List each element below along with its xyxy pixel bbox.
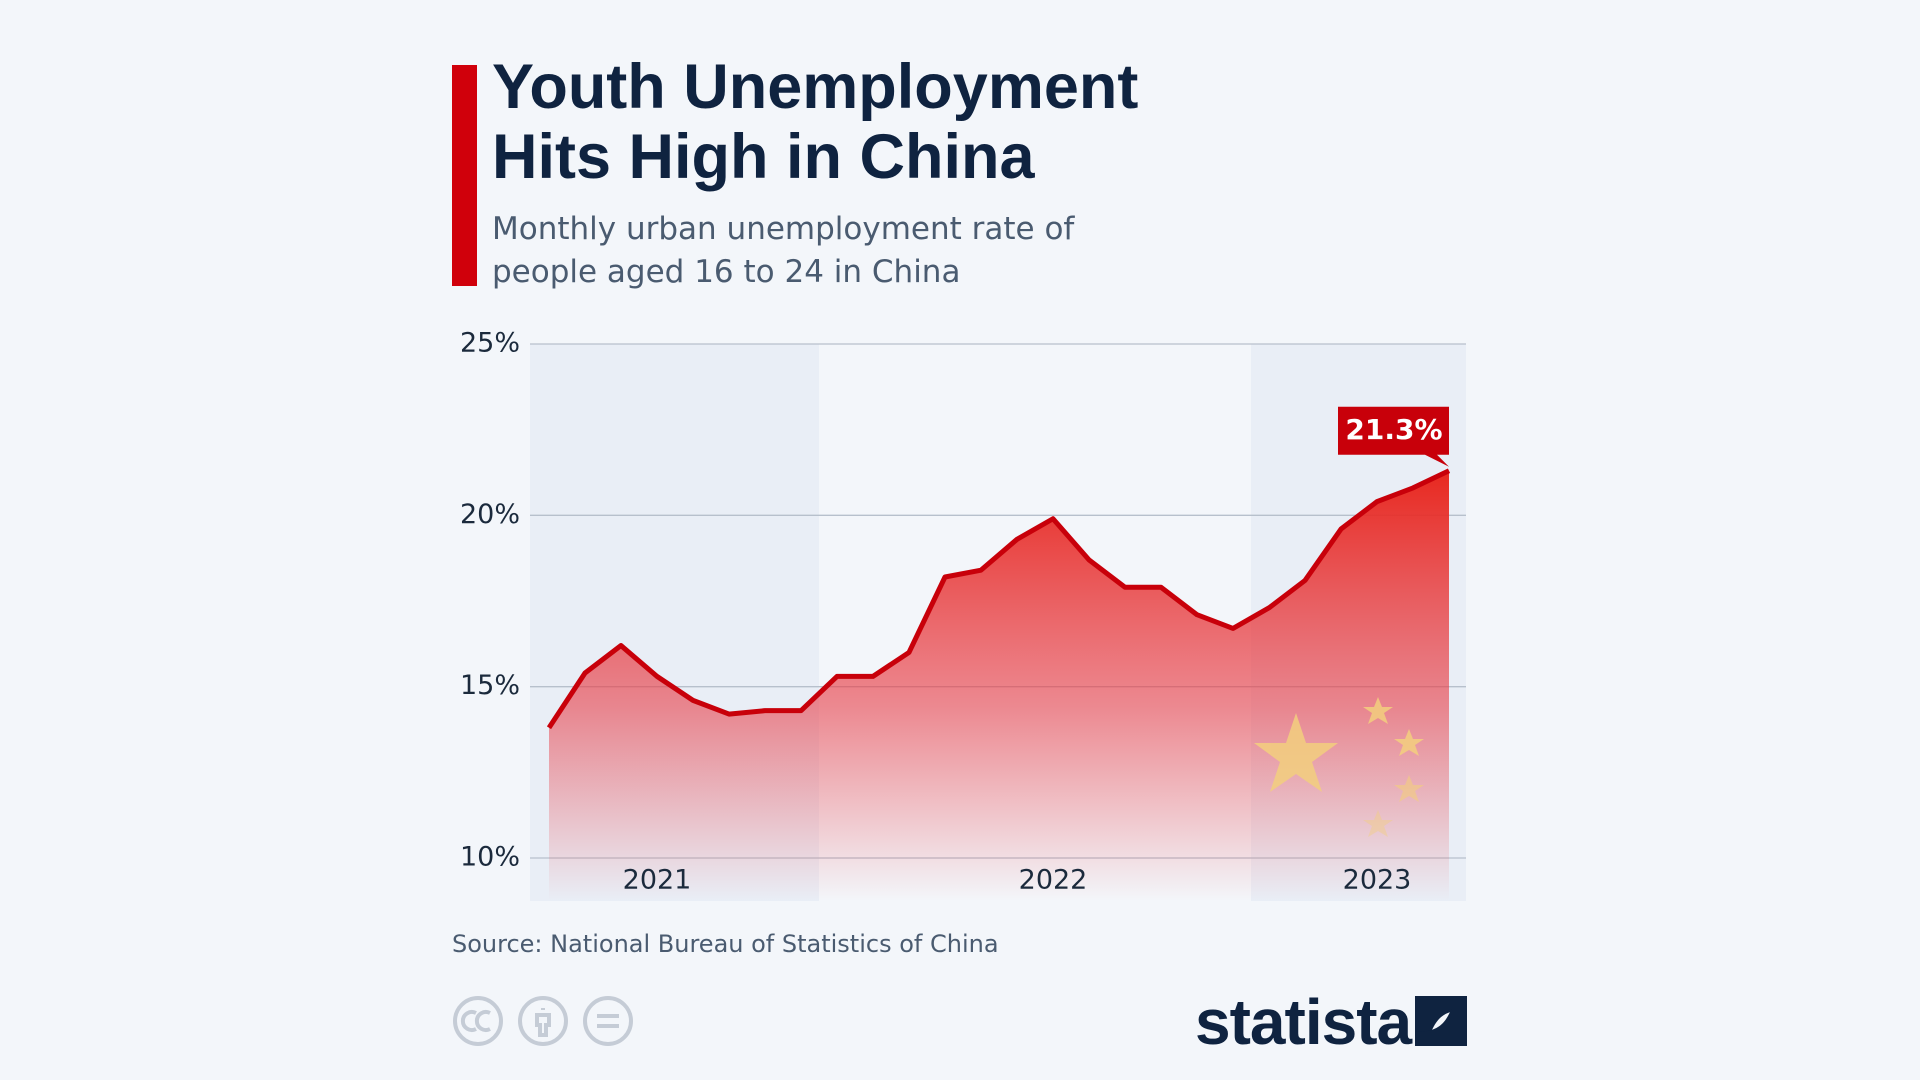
y-tick-label: 10%	[460, 842, 520, 873]
x-tick-label: 2022	[1019, 865, 1088, 896]
logo-mark	[1415, 998, 1467, 1046]
value-label: 21.3%	[1345, 413, 1442, 446]
y-tick-label: 25%	[460, 328, 520, 359]
flag-stars	[1254, 697, 1424, 837]
brand-logo	[1415, 996, 1467, 1046]
x-tick-label: 2021	[623, 865, 692, 896]
big-star	[1254, 713, 1338, 792]
subtitle: Monthly urban unemployment rate of peopl…	[492, 211, 1075, 290]
cc-glyph	[460, 1010, 491, 1032]
source: Source: National Bureau of Statistics of…	[452, 930, 999, 958]
value-label-box	[1338, 406, 1449, 467]
y-tick-label: 20%	[460, 499, 520, 530]
small-star	[1363, 697, 1393, 724]
area	[549, 470, 1449, 901]
small-star	[1363, 810, 1393, 837]
x-tick-label: 2023	[1343, 865, 1412, 896]
label-layer: 10% 15% 20% 25% 2021 2022 2023 21.3%	[460, 328, 1449, 896]
small-star	[1394, 729, 1424, 756]
cc-icon	[453, 996, 503, 1046]
brand: statista	[1195, 986, 1412, 1058]
by-glyph	[535, 1008, 551, 1037]
line-layer	[546, 468, 1451, 730]
license-icons	[453, 996, 633, 1046]
line	[546, 468, 1451, 730]
area-layer	[549, 470, 1449, 901]
nd-glyph	[597, 1014, 619, 1028]
by-icon	[518, 996, 568, 1046]
accent-bar	[452, 65, 477, 286]
nd-icon	[583, 996, 633, 1046]
y-tick-label: 15%	[460, 670, 520, 701]
title: Youth Unemployment Hits High in China	[492, 52, 1139, 192]
small-star	[1394, 775, 1424, 802]
